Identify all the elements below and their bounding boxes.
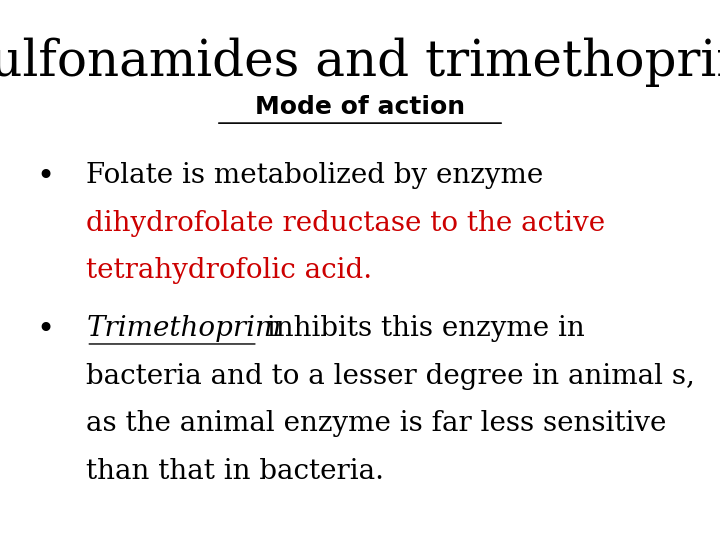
Text: Sulfonamides and trimethoprim: Sulfonamides and trimethoprim	[0, 38, 720, 87]
Text: •: •	[36, 315, 54, 346]
Text: as the animal enzyme is far less sensitive: as the animal enzyme is far less sensiti…	[86, 410, 667, 437]
Text: tetrahydrofolic acid.: tetrahydrofolic acid.	[86, 257, 372, 284]
Text: Trimethoprim: Trimethoprim	[86, 315, 282, 342]
Text: than that in bacteria.: than that in bacteria.	[86, 458, 384, 485]
Text: Folate is metabolized by enzyme: Folate is metabolized by enzyme	[86, 162, 544, 189]
Text: •: •	[36, 162, 54, 193]
Text: bacteria and to a lesser degree in animal s,: bacteria and to a lesser degree in anima…	[86, 363, 696, 390]
Text: dihydrofolate reductase to the active: dihydrofolate reductase to the active	[86, 210, 606, 237]
Text: inhibits this enzyme in: inhibits this enzyme in	[258, 315, 585, 342]
Text: Mode of action: Mode of action	[255, 94, 465, 118]
